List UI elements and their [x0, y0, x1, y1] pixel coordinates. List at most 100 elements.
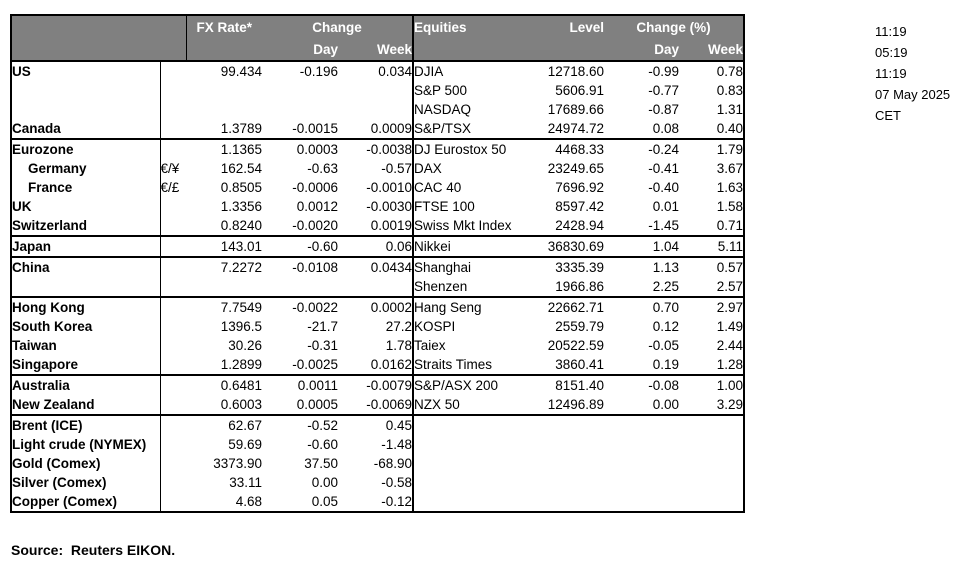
timestamp-line: 05:19: [875, 45, 908, 60]
table-row: Canada 1.3789 -0.0015 0.0009 S&P/TSX 249…: [11, 119, 744, 139]
fx-day-change-cell: -0.196: [299, 64, 338, 79]
fx-week-change-cell: 0.0162: [338, 355, 414, 375]
fx-day-change-cell: -0.0108: [292, 260, 338, 275]
equity-level-cell: 24974.72: [547, 121, 604, 136]
table-row: Japan 143.01 -0.60 0.06 Nikkei 36830.69 …: [11, 236, 744, 257]
equity-day-change-cell: 0.00: [652, 397, 679, 412]
country-cell: Canada: [11, 119, 161, 139]
equity-week-change-cell: 0.83: [716, 83, 743, 98]
table-row: France €/£ 0.8505 -0.0006 -0.0010 CAC 40…: [11, 178, 744, 197]
fx-day-change-cell: -21.7: [307, 319, 338, 334]
currency-pair-cell: [160, 454, 186, 473]
equity-level-cell: 1966.86: [555, 279, 604, 294]
fx-week-change-cell: -0.58: [338, 473, 414, 492]
equity-week-change-cell: [679, 435, 744, 454]
header-eq-week: Week: [707, 41, 743, 57]
country-cell: China: [11, 257, 161, 277]
header-eq-day: Day: [654, 41, 679, 57]
equity-day-change-cell: -0.40: [648, 180, 679, 195]
header-blank-left: [11, 38, 187, 61]
fx-day-change-cell: -0.31: [307, 338, 338, 353]
fx-day-change-cell: [262, 81, 338, 100]
currency-pair-cell: [160, 139, 186, 159]
currency-pair-cell: [160, 119, 186, 139]
fx-week-change-cell: 1.78: [338, 336, 414, 355]
equity-level-cell: 3335.39: [555, 260, 604, 275]
equity-name-cell: S&P 500: [414, 83, 468, 98]
fx-day-change-cell: 0.05: [311, 494, 338, 509]
equity-week-change-cell: 2.57: [716, 279, 743, 294]
equity-level-cell: 5606.91: [555, 83, 604, 98]
fx-day-change-cell: -0.60: [307, 437, 338, 452]
fx-week-change-cell: 0.034: [338, 61, 414, 81]
country-cell: Gold (Comex): [11, 454, 161, 473]
country-cell: Japan: [11, 236, 161, 257]
table-row: Brent (ICE) 62.67 -0.52 0.45: [11, 415, 744, 435]
equity-day-change-cell: -0.77: [648, 83, 679, 98]
fx-rate-cell: 7.7549: [220, 300, 262, 315]
table-row: Eurozone 1.1365 0.0003 -0.0038 DJ Eurost…: [11, 139, 744, 159]
fx-day-change-cell: -0.60: [307, 239, 338, 254]
table-row: China 7.2272 -0.0108 0.0434 Shanghai 333…: [11, 257, 744, 277]
fx-rate-cell: 1396.5: [220, 319, 262, 334]
fx-rate-cell: [186, 100, 262, 119]
date-line: 07 May 2025: [875, 87, 951, 102]
currency-pair-cell: [160, 216, 186, 236]
equity-week-change-cell: 1.28: [716, 357, 743, 372]
header-blank-equity: [413, 38, 519, 61]
table-body: US 99.434 -0.196 0.034 DJIA 12718.60 -0.…: [11, 61, 744, 512]
equity-day-change-cell: 0.01: [652, 199, 679, 214]
country-cell: US: [11, 61, 161, 81]
country-cell: South Korea: [11, 317, 161, 336]
fx-week-change-cell: -0.0079: [338, 375, 414, 395]
equity-day-change-cell: [604, 473, 679, 492]
table-row: US 99.434 -0.196 0.034 DJIA 12718.60 -0.…: [11, 61, 744, 81]
equity-day-change-cell: [604, 435, 679, 454]
equity-day-change-cell: 0.70: [652, 300, 679, 315]
equity-week-change-cell: 2.44: [716, 338, 743, 353]
fx-rate-cell: 99.434: [220, 64, 262, 79]
equity-week-change-cell: 0.78: [716, 64, 743, 79]
currency-pair-cell: [160, 317, 186, 336]
fx-week-change-cell: -0.57: [338, 159, 414, 178]
fx-rate-cell: 1.3356: [220, 199, 262, 214]
equity-week-change-cell: 1.49: [716, 319, 743, 334]
equity-name-cell: Swiss Mkt Index: [414, 218, 512, 233]
fx-week-change-cell: 0.0009: [338, 119, 414, 139]
fx-week-change-cell: 0.45: [338, 415, 414, 435]
country-cell: Eurozone: [11, 139, 161, 159]
fx-day-change-cell: 0.0005: [296, 397, 338, 412]
country-cell: Copper (Comex): [11, 492, 161, 512]
equity-day-change-cell: -1.45: [648, 218, 679, 233]
equity-week-change-cell: 1.31: [716, 102, 743, 117]
equity-week-change-cell: [679, 473, 744, 492]
equity-name-cell: S&P/TSX: [414, 121, 472, 136]
country-cell: [11, 81, 161, 100]
equity-day-change-cell: -0.99: [648, 64, 679, 79]
fx-week-change-cell: -68.90: [338, 454, 414, 473]
currency-pair-cell: [160, 395, 186, 415]
country-cell: Germany: [11, 159, 161, 178]
header-blank-fx: [186, 38, 262, 61]
table-row: UK 1.3356 0.0012 -0.0030 FTSE 100 8597.4…: [11, 197, 744, 216]
currency-pair-cell: [160, 297, 186, 317]
equity-week-change-cell: 1.58: [716, 199, 743, 214]
header-equities: Equities: [414, 19, 467, 35]
equity-week-change-cell: 1.63: [716, 180, 743, 195]
table-row: Germany €/¥ 162.54 -0.63 -0.57 DAX 23249…: [11, 159, 744, 178]
fx-rate-cell: 1.3789: [220, 121, 262, 136]
fx-day-change-cell: -0.0025: [292, 357, 338, 372]
country-cell: [11, 100, 161, 119]
table-row: Switzerland 0.8240 -0.0020 0.0019 Swiss …: [11, 216, 744, 236]
equity-week-change-cell: 3.29: [716, 397, 743, 412]
currency-pair-cell: [160, 277, 186, 297]
country-cell: [11, 277, 161, 297]
equity-level-cell: [519, 473, 604, 492]
fx-week-change-cell: -0.0030: [338, 197, 414, 216]
fx-week-change-cell: -0.12: [338, 492, 414, 512]
equity-week-change-cell: [679, 415, 744, 435]
fx-day-change-cell: 0.0003: [296, 142, 338, 157]
currency-pair-cell: €/¥: [160, 161, 180, 176]
equity-name-cell: KOSPI: [414, 319, 456, 334]
equity-name-cell: [413, 473, 519, 492]
